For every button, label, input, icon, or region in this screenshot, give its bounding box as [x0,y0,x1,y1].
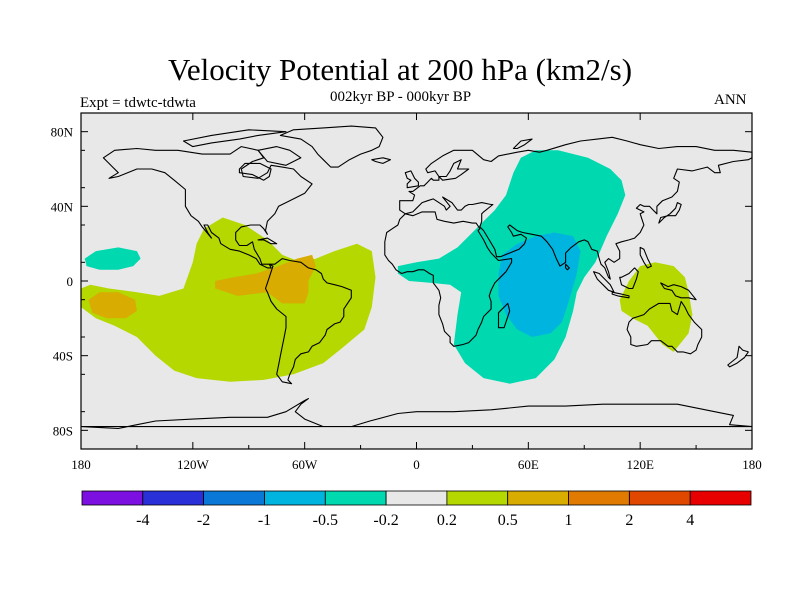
lat-tick-label: 80N [51,125,74,140]
colorbar-label: 2 [625,512,633,529]
coastline-hudson-bay [238,162,272,181]
colorbar-box [203,490,265,506]
lon-tick-label: 180 [71,457,91,472]
coastline-iceland [371,157,391,164]
coastline-borneo [619,267,639,290]
colorbar-label: 0.5 [498,512,518,529]
colorbar-label: -0.5 [313,512,338,529]
orange-region-pacific [88,292,137,319]
coastline-japan [658,202,682,224]
coastline-layer [80,125,753,430]
colorbar-label: 4 [686,512,694,529]
coastline-baffin-island [257,146,302,166]
colorbar-label: -4 [136,512,149,529]
colorbar-box [446,490,509,506]
colorbar-box [507,490,569,506]
colorbar-label: 0.2 [437,512,457,529]
colorbar-label: -2 [197,512,210,529]
coastline-sumatra [593,271,615,293]
olive-region-americas [81,217,376,382]
colorbar-box [142,490,205,506]
coastline-baltic-scandinavia [438,159,470,181]
coastline-arctic-islands [182,129,287,148]
colorbar-box [324,490,387,506]
coastline-south-america [264,258,352,385]
lat-tick-label: 40S [53,349,73,364]
coastline-greenland [279,125,384,168]
lon-tick-label: 0 [413,457,420,472]
colorbar-label: 1 [565,512,573,529]
lon-tick-label: 60W [292,457,318,472]
coastline-java [611,291,630,299]
experiment-label: Expt = tdwtc-tdwta [80,95,196,111]
lat-tick-label: 40N [51,199,74,214]
coastline-eurasia [399,136,753,280]
colorbar: -4 -2 -1 -0.5 -0.2 0.2 0.5 1 2 4 [81,490,752,529]
colorbar-box [385,490,448,506]
coastline-australia [626,300,703,355]
coastline-caribbean-cuba [257,237,278,245]
colorbar-box [689,490,752,506]
map-title: Velocity Potential at 200 hPa (km2/s) [167,52,633,87]
coastline-uk [404,170,419,189]
lat-tick-label: 0 [67,274,74,289]
orange-region-tropical-america [215,254,316,304]
teal-region-pacific [84,247,141,270]
coastline-north-america [102,146,313,269]
contour-fill-layer [81,150,693,384]
map-plot [80,112,753,450]
coastline-antarctica [80,398,753,430]
axis-ticks: 80N 40N 0 40S 80S 180 120W 60W 0 60E 120E 180 [51,112,762,472]
colorbar-box [629,490,691,506]
coastline-philippines [639,246,652,269]
colorbar-box [264,490,326,506]
coastline-new-guinea [660,282,697,301]
season-label: ANN [714,92,747,108]
blue-region-indian-ocean [498,232,581,337]
colorbar-label: -0.2 [373,512,398,529]
lon-tick-label: 180 [742,457,762,472]
coastline-new-zealand [727,345,749,368]
colorbar-label: -1 [258,512,271,529]
coastline-madagascar [497,302,511,329]
colorbar-box [81,490,144,506]
coastline-novaya-zemlya [512,138,533,150]
coastline-sri-lanka [565,263,570,271]
lon-tick-label: 120W [177,457,210,472]
lon-tick-label: 120E [626,457,654,472]
coastline-africa [384,211,513,347]
period-label: 002kyr BP - 000kyr BP [330,89,472,105]
lon-tick-label: 60E [518,457,539,472]
colorbar-box [568,490,630,506]
lat-tick-label: 80S [53,423,73,438]
